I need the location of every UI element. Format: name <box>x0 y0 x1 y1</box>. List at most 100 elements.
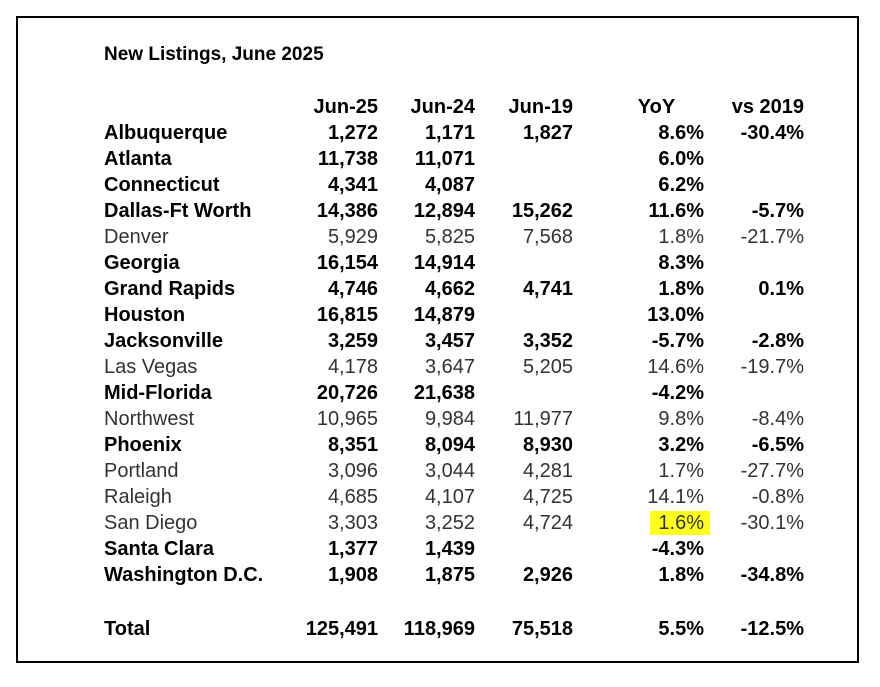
total-jun24-value: 118,969 <box>403 617 475 640</box>
vs2019-value: -8.4% <box>751 407 804 430</box>
jun19-value: 4,725 <box>522 485 573 508</box>
yoy-value: 8.6% <box>658 121 704 144</box>
yoy-value: -5.7% <box>651 329 704 352</box>
jun19-value: 4,724 <box>522 511 573 534</box>
market-name: Houston <box>104 303 186 326</box>
jun25-value: 5,929 <box>327 225 378 248</box>
page-title: New Listings, June 2025 <box>104 44 324 65</box>
market-name: Raleigh <box>104 485 172 508</box>
jun19-value <box>475 302 573 328</box>
vs2019-value <box>704 172 804 198</box>
table-row: Washington D.C. 1,908 1,875 2,926 1.8% -34.8% <box>100 562 804 588</box>
jun19-value: 1,827 <box>522 121 573 144</box>
jun24-value: 14,879 <box>413 303 475 326</box>
jun25-value: 14,386 <box>316 199 378 222</box>
yoy-cell: 1.6% <box>573 510 710 536</box>
header-row: Jun-25 Jun-24 Jun-19 YoY vs 2019 <box>100 94 804 120</box>
market-name: Santa Clara <box>104 537 215 560</box>
jun25-value: 1,272 <box>327 121 378 144</box>
jun19-value <box>475 172 573 198</box>
jun19-value: 8,930 <box>522 433 573 456</box>
jun24-value: 8,094 <box>424 433 475 456</box>
jun24-value: 3,252 <box>424 511 475 534</box>
jun24-value: 5,825 <box>424 225 475 248</box>
vs2019-value: -2.8% <box>751 329 804 352</box>
table-row: Mid-Florida 20,726 21,638 -4.2% <box>100 380 804 406</box>
jun24-value: 3,647 <box>424 355 475 378</box>
jun25-value: 4,746 <box>327 277 378 300</box>
table-row: Atlanta 11,738 11,071 6.0% <box>100 146 804 172</box>
yoy-value: 1.8% <box>658 277 704 300</box>
yoy-value: 3.2% <box>658 433 704 456</box>
header-jun25: Jun-25 <box>313 95 378 118</box>
jun24-value: 1,171 <box>424 121 475 144</box>
yoy-value: -4.3% <box>651 537 704 560</box>
vs2019-value: -19.7% <box>740 355 804 378</box>
yoy-value: 1.7% <box>658 459 704 482</box>
jun19-value: 4,741 <box>522 277 573 300</box>
spacer-row <box>100 588 804 616</box>
yoy-value: -4.2% <box>651 381 704 404</box>
vs2019-value: -27.7% <box>740 459 804 482</box>
jun24-value: 21,638 <box>413 381 475 404</box>
table-row: Jacksonville 3,259 3,457 3,352 -5.7% -2.8% <box>100 328 804 354</box>
market-name: Georgia <box>104 251 180 274</box>
jun19-value: 4,281 <box>522 459 573 482</box>
jun24-value: 4,107 <box>424 485 475 508</box>
jun25-value: 3,259 <box>327 329 378 352</box>
total-vs2019-value: -12.5% <box>740 617 804 640</box>
vs2019-value: -30.4% <box>740 121 804 144</box>
vs2019-value: -0.8% <box>751 485 804 508</box>
table-row: Grand Rapids 4,746 4,662 4,741 1.8% 0.1% <box>100 276 804 302</box>
yoy-value: 6.0% <box>658 147 704 170</box>
vs2019-value <box>704 250 804 276</box>
listings-table: Jun-25 Jun-24 Jun-19 YoY vs 2019 Albuque… <box>100 94 804 642</box>
table-row: Houston 16,815 14,879 13.0% <box>100 302 804 328</box>
market-name: Denver <box>104 225 169 248</box>
market-name: Mid-Florida <box>104 381 212 404</box>
yoy-value: 14.6% <box>647 355 704 378</box>
yoy-value: 1.8% <box>658 563 704 586</box>
market-name: Jacksonville <box>104 329 223 352</box>
market-name: Connecticut <box>104 173 220 196</box>
jun19-value <box>475 146 573 172</box>
table-row: San Diego 3,303 3,252 4,724 1.6% -30.1% <box>100 510 804 536</box>
jun25-value: 1,908 <box>327 563 378 586</box>
vs2019-value <box>704 380 804 406</box>
jun19-value: 2,926 <box>522 563 573 586</box>
jun24-value: 3,457 <box>424 329 475 352</box>
jun19-value: 15,262 <box>511 199 573 222</box>
table-row: Georgia 16,154 14,914 8.3% <box>100 250 804 276</box>
market-name: Northwest <box>104 407 195 430</box>
jun25-value: 20,726 <box>316 381 378 404</box>
jun19-value: 11,977 <box>513 407 573 430</box>
jun25-value: 16,815 <box>316 303 378 326</box>
jun25-value: 3,096 <box>327 459 378 482</box>
jun24-value: 1,439 <box>424 537 475 560</box>
yoy-value: 6.2% <box>658 173 704 196</box>
total-jun25-value: 125,491 <box>305 617 378 640</box>
jun19-value: 3,352 <box>522 329 573 352</box>
jun19-value: 5,205 <box>522 355 573 378</box>
market-name: Dallas-Ft Worth <box>104 199 252 222</box>
yoy-value: 1.8% <box>658 225 704 248</box>
vs2019-value <box>704 146 804 172</box>
vs2019-value: 0.1% <box>758 277 804 300</box>
market-name: Grand Rapids <box>104 277 236 300</box>
table-row: Santa Clara 1,377 1,439 -4.3% <box>100 536 804 562</box>
header-jun24: Jun-24 <box>410 95 475 118</box>
vs2019-value <box>704 536 804 562</box>
jun25-value: 3,303 <box>327 511 378 534</box>
table-row: Las Vegas 4,178 3,647 5,205 14.6% -19.7% <box>100 354 804 380</box>
jun25-value: 1,377 <box>327 537 378 560</box>
jun24-value: 4,662 <box>424 277 475 300</box>
header-yoy: YoY <box>637 95 676 118</box>
market-name: Albuquerque <box>104 121 228 144</box>
jun24-value: 14,914 <box>413 251 475 274</box>
jun19-value <box>475 250 573 276</box>
header-vs2019: vs 2019 <box>731 95 804 118</box>
market-name: Las Vegas <box>104 355 198 378</box>
table-frame <box>16 16 859 663</box>
table-row: Denver 5,929 5,825 7,568 1.8% -21.7% <box>100 224 804 250</box>
jun19-value <box>475 536 573 562</box>
